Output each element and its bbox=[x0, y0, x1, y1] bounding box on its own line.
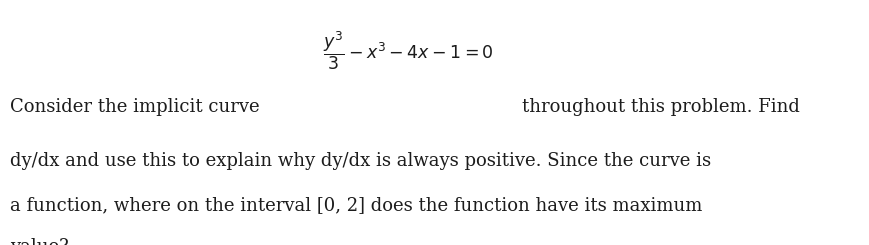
Text: value?: value? bbox=[10, 238, 70, 245]
Text: $\dfrac{y^3}{3} - x^3 - 4x - 1 = 0$: $\dfrac{y^3}{3} - x^3 - 4x - 1 = 0$ bbox=[323, 29, 494, 72]
Text: Consider the implicit curve: Consider the implicit curve bbox=[10, 98, 260, 116]
Text: a function, where on the interval [0, 2] does the function have its maximum: a function, where on the interval [0, 2]… bbox=[10, 196, 702, 214]
Text: throughout this problem. Find: throughout this problem. Find bbox=[521, 98, 799, 116]
Text: dy/dx and use this to explain why dy/dx is always positive. Since the curve is: dy/dx and use this to explain why dy/dx … bbox=[10, 152, 711, 170]
